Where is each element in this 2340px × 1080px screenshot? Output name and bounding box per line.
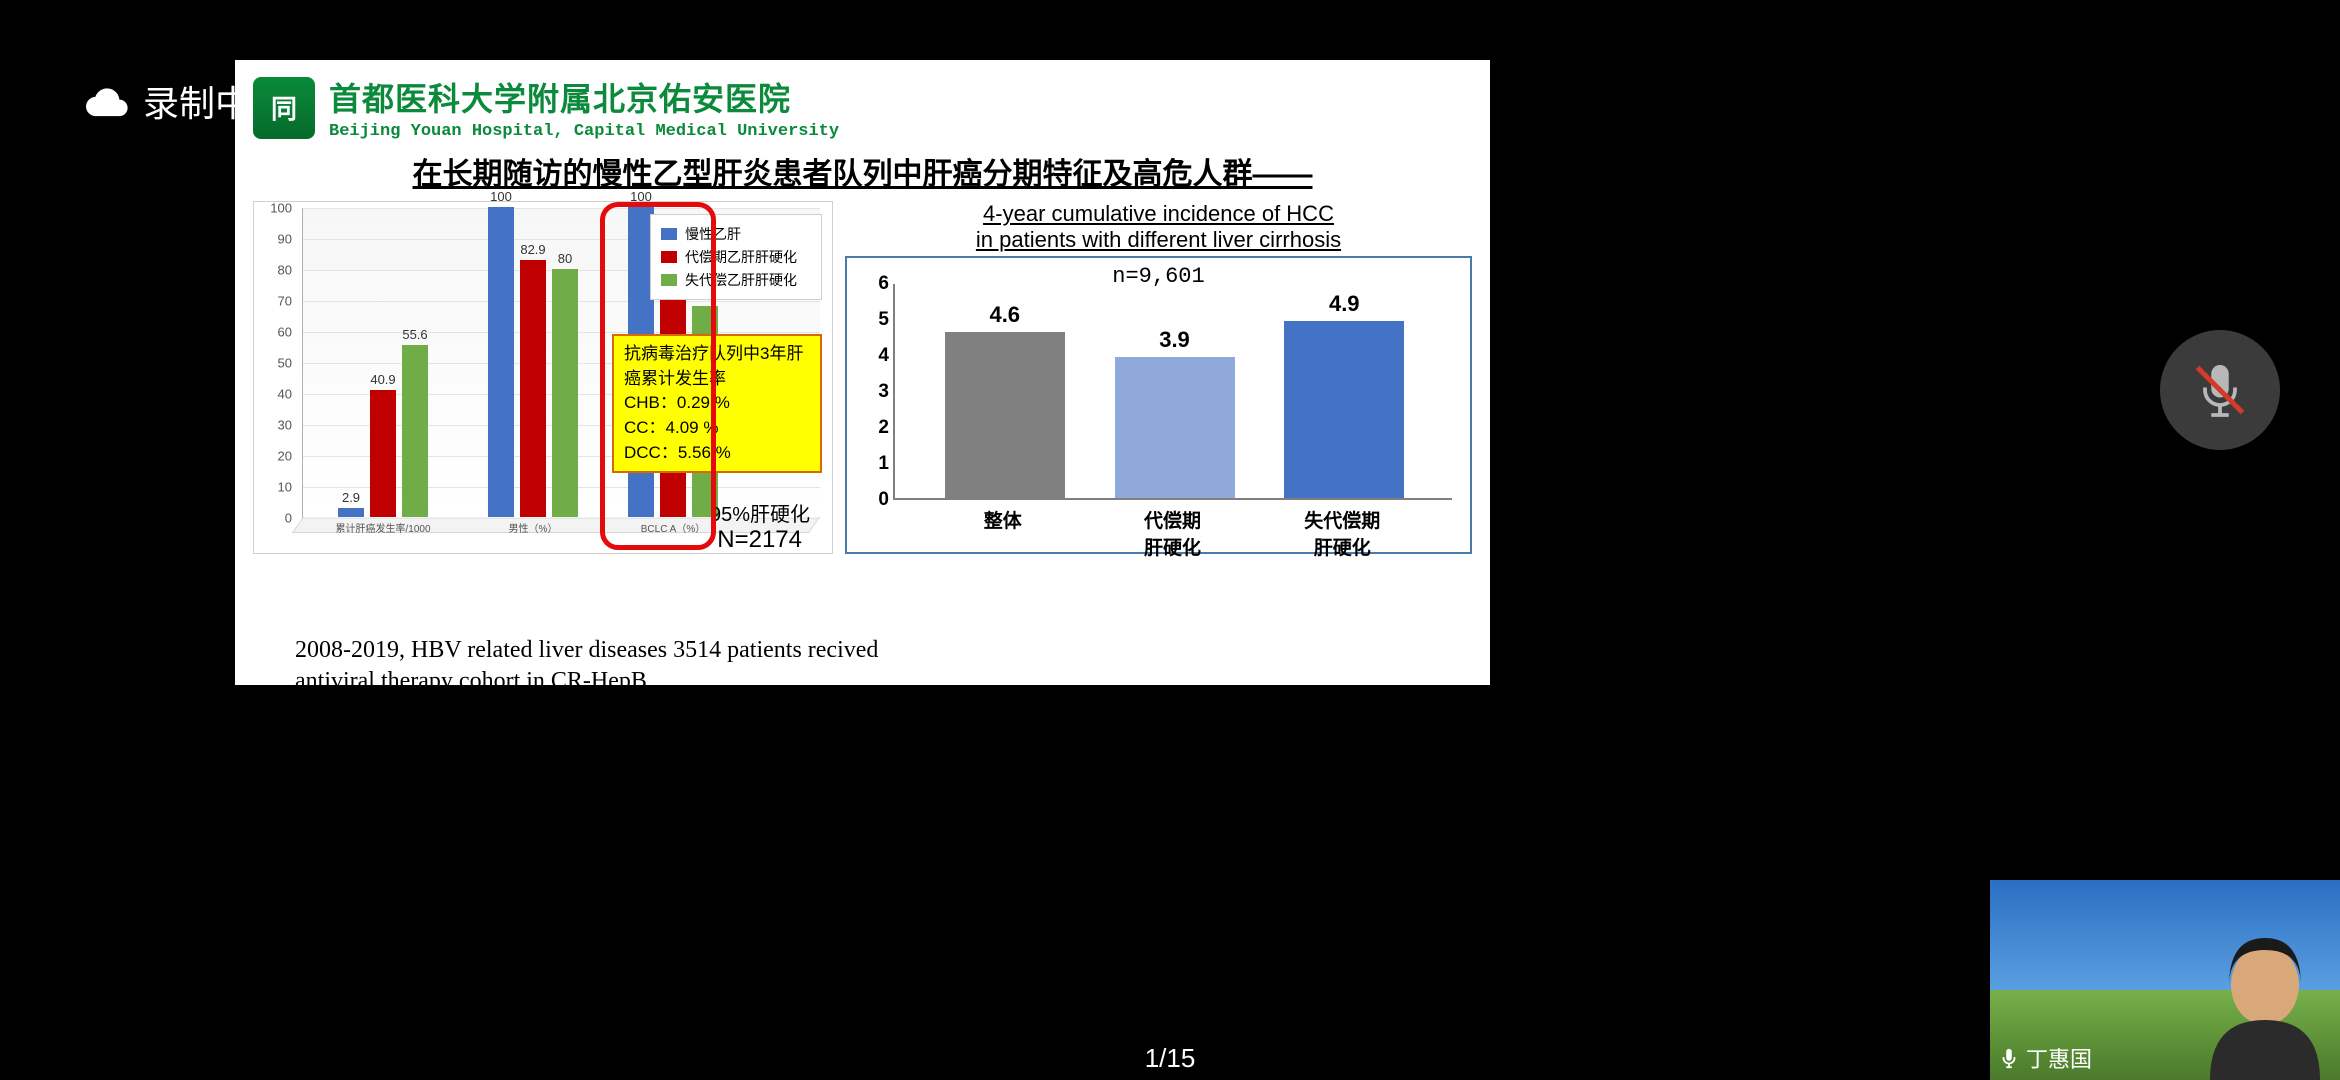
presentation-slide: 同 首都医科大学附属北京佑安医院 Beijing Youan Hospital,… xyxy=(235,60,1490,685)
side-note-percent: 95%肝硬化 xyxy=(710,498,810,527)
slide-header: 同 首都医科大学附属北京佑安医院 Beijing Youan Hospital,… xyxy=(253,74,1472,141)
right-chart-ytick: 2 xyxy=(869,417,889,439)
left-chart-ytick: 0 xyxy=(256,511,292,526)
right-chart-title: 4-year cumulative incidence of HCC in pa… xyxy=(845,201,1472,254)
presenter-silhouette xyxy=(2170,930,2330,1080)
right-chart-bar: 4.9 xyxy=(1284,321,1404,497)
left-chart-ytick: 80 xyxy=(256,263,292,278)
left-chart-ytick: 70 xyxy=(256,294,292,309)
right-chart-ytick: 6 xyxy=(869,273,889,295)
right-chart-bar: 3.9 xyxy=(1115,357,1235,497)
microphone-muted-icon xyxy=(2190,360,2250,420)
left-chart-ytick: 90 xyxy=(256,232,292,247)
left-chart-group: 10082.980男性（%） xyxy=(473,207,593,517)
cohort-description: 2008-2019, HBV related liver diseases 35… xyxy=(295,635,1055,697)
right-chart-category-label: 整体 xyxy=(933,506,1073,533)
right-bar-chart: n=9,601 0123456 4.63.94.9 整体代偿期肝硬化失代偿期肝硬… xyxy=(845,256,1472,554)
institution-logo: 同 xyxy=(253,77,315,139)
left-bar-chart: 0 10 20 30 40 50 60 70 80 90 100 2.9 40.955.6 累计肝癌发生… xyxy=(253,201,833,554)
right-chart-category-label: 代偿期肝硬化 xyxy=(1103,506,1243,560)
left-chart-ytick: 20 xyxy=(256,449,292,464)
recording-status: 录制中 xyxy=(85,75,251,127)
legend-item: 代偿期乙肝肝硬化 xyxy=(661,247,811,267)
presenter-name-label: 丁惠国 xyxy=(1998,1042,2092,1074)
left-chart-bar: 82.9 xyxy=(520,260,546,517)
left-chart-ytick: 10 xyxy=(256,480,292,495)
left-chart-ytick: 40 xyxy=(256,387,292,402)
left-chart-bar: 80 xyxy=(552,269,578,517)
left-chart-ytick: 60 xyxy=(256,325,292,340)
left-chart-bar: 40.9 xyxy=(370,390,396,517)
presenter-webcam[interactable]: 丁惠国 xyxy=(1990,880,2340,1080)
left-chart-bar: 55.6 xyxy=(402,345,428,517)
right-chart-ytick: 5 xyxy=(869,309,889,331)
cloud-icon xyxy=(85,85,129,117)
left-chart-ytick: 100 xyxy=(256,201,292,216)
page-counter: 1/15 xyxy=(1145,1043,1196,1074)
left-chart-bar: 2.9 xyxy=(338,508,364,517)
right-chart-ytick: 4 xyxy=(869,345,889,367)
institution-name-cn: 首都医科大学附属北京佑安医院 xyxy=(329,74,839,120)
right-chart-bar: 4.6 xyxy=(945,332,1065,498)
institution-name-en: Beijing Youan Hospital, Capital Medical … xyxy=(329,122,839,141)
annotation-box: 抗病毒治疗队列中3年肝癌累计发生率CHB：0.29 %CC：4.09 %DCC：… xyxy=(612,334,822,473)
legend-item: 慢性乙肝 xyxy=(661,224,811,244)
left-chart-group: 2.940.955.6累计肝癌发生率/1000 xyxy=(323,345,443,517)
mic-mute-button[interactable] xyxy=(2160,330,2280,450)
side-note-n: N=2174 xyxy=(717,526,802,554)
microphone-icon xyxy=(1998,1047,2020,1069)
left-chart-ytick: 50 xyxy=(256,356,292,371)
left-chart-category-label: 累计肝癌发生率/1000 xyxy=(323,520,443,535)
left-chart-bar: 100 xyxy=(488,207,514,517)
right-chart-ytick: 1 xyxy=(869,453,889,475)
right-chart-ytick: 3 xyxy=(869,381,889,403)
unpublished-note: Unpublished data xyxy=(1005,700,1176,726)
legend-item: 失代偿乙肝肝硬化 xyxy=(661,270,811,290)
left-chart-legend: 慢性乙肝代偿期乙肝肝硬化失代偿乙肝肝硬化 xyxy=(650,214,822,300)
right-chart-category-label: 失代偿期肝硬化 xyxy=(1272,506,1412,560)
left-chart-ytick: 30 xyxy=(256,418,292,433)
right-chart-ytick: 0 xyxy=(869,489,889,511)
slide-title: 在长期随访的慢性乙型肝炎患者队列中肝癌分期特征及高危人群—— xyxy=(253,149,1472,193)
left-chart-category-label: 男性（%） xyxy=(473,520,593,535)
